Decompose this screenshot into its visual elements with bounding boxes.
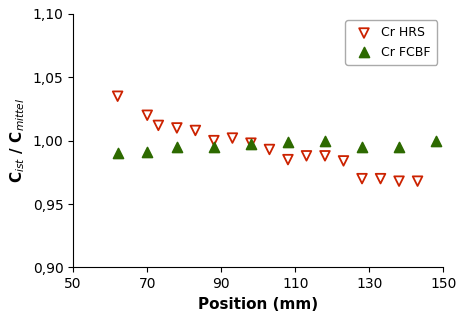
Cr HRS	[266, 147, 273, 152]
Cr FCBF	[432, 138, 440, 143]
Cr HRS	[144, 113, 151, 118]
Cr HRS	[395, 179, 403, 184]
Cr HRS	[303, 153, 310, 158]
Cr HRS	[114, 94, 121, 99]
Cr HRS	[377, 176, 384, 181]
Cr HRS	[340, 158, 347, 164]
Cr HRS	[284, 157, 292, 162]
Cr FCBF	[144, 149, 151, 155]
Cr HRS	[414, 179, 421, 184]
X-axis label: Position (mm): Position (mm)	[198, 297, 319, 312]
Cr HRS	[155, 123, 162, 128]
Cr HRS	[247, 140, 255, 146]
Cr HRS	[321, 153, 329, 158]
Cr FCBF	[247, 142, 255, 147]
Cr HRS	[173, 125, 180, 131]
Cr HRS	[192, 128, 199, 133]
Cr FCBF	[395, 144, 403, 149]
Cr HRS	[210, 138, 218, 143]
Cr FCBF	[210, 144, 218, 149]
Cr FCBF	[173, 144, 180, 149]
Cr FCBF	[284, 139, 292, 144]
Legend: Cr HRS, Cr FCBF: Cr HRS, Cr FCBF	[345, 20, 437, 65]
Cr FCBF	[359, 144, 366, 149]
Cr HRS	[229, 135, 236, 140]
Cr FCBF	[114, 151, 121, 156]
Y-axis label: C$_{ist}$ / C$_{mittel}$: C$_{ist}$ / C$_{mittel}$	[8, 98, 27, 183]
Cr FCBF	[321, 138, 329, 143]
Cr HRS	[359, 176, 366, 181]
